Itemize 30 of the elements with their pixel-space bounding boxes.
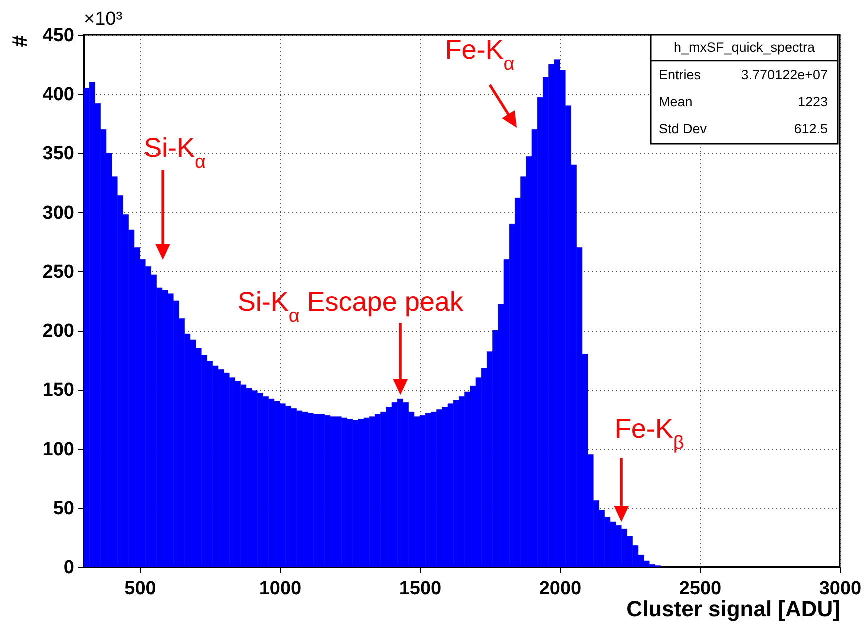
y-tick-label: 50 (53, 498, 74, 520)
annotation: Mean (659, 94, 693, 110)
annotation: 612.5 (794, 122, 828, 136)
x-tick-label: 500 (124, 578, 156, 600)
annotation: Si-K$_{α}$ Escape peak (238, 287, 464, 327)
y-tick-label: 200 (42, 321, 74, 342)
x-tick-label: 2000 (539, 578, 582, 600)
annotation: 1223 (798, 94, 828, 110)
annotation: Entries (659, 68, 702, 82)
x-tick-label: 3000 (819, 578, 862, 600)
y-tick-label: 100 (42, 439, 74, 460)
y-tick-label: 250 (42, 262, 74, 283)
x-axis-title: Cluster signal [ADU] (626, 596, 840, 622)
y-tick-label: 0 (64, 558, 74, 578)
annotation: Fe-K$_{β}$ (614, 414, 684, 454)
y-axis-title: # (8, 35, 32, 48)
y-tick-label: 350 (42, 144, 74, 165)
x-tick-label: 2500 (679, 578, 722, 600)
x-tick-label: 1000 (259, 578, 302, 600)
x-tick-label: 1500 (399, 578, 442, 600)
y-tick-label: 150 (42, 380, 74, 402)
text: ×10³ (84, 9, 123, 30)
annotation: 3.770122e+07 (741, 68, 828, 82)
annotation: Fe-K$_{α}$ (445, 35, 515, 74)
y-tick-label: 400 (42, 84, 74, 106)
annotation: Std Dev (659, 122, 708, 136)
annotation: h_mxSF_quick_spectra (674, 40, 816, 55)
y-tick-label: 300 (42, 202, 74, 224)
annotation: Si-K$_{α}$ (144, 133, 206, 172)
y-tick-label: 450 (42, 26, 74, 46)
